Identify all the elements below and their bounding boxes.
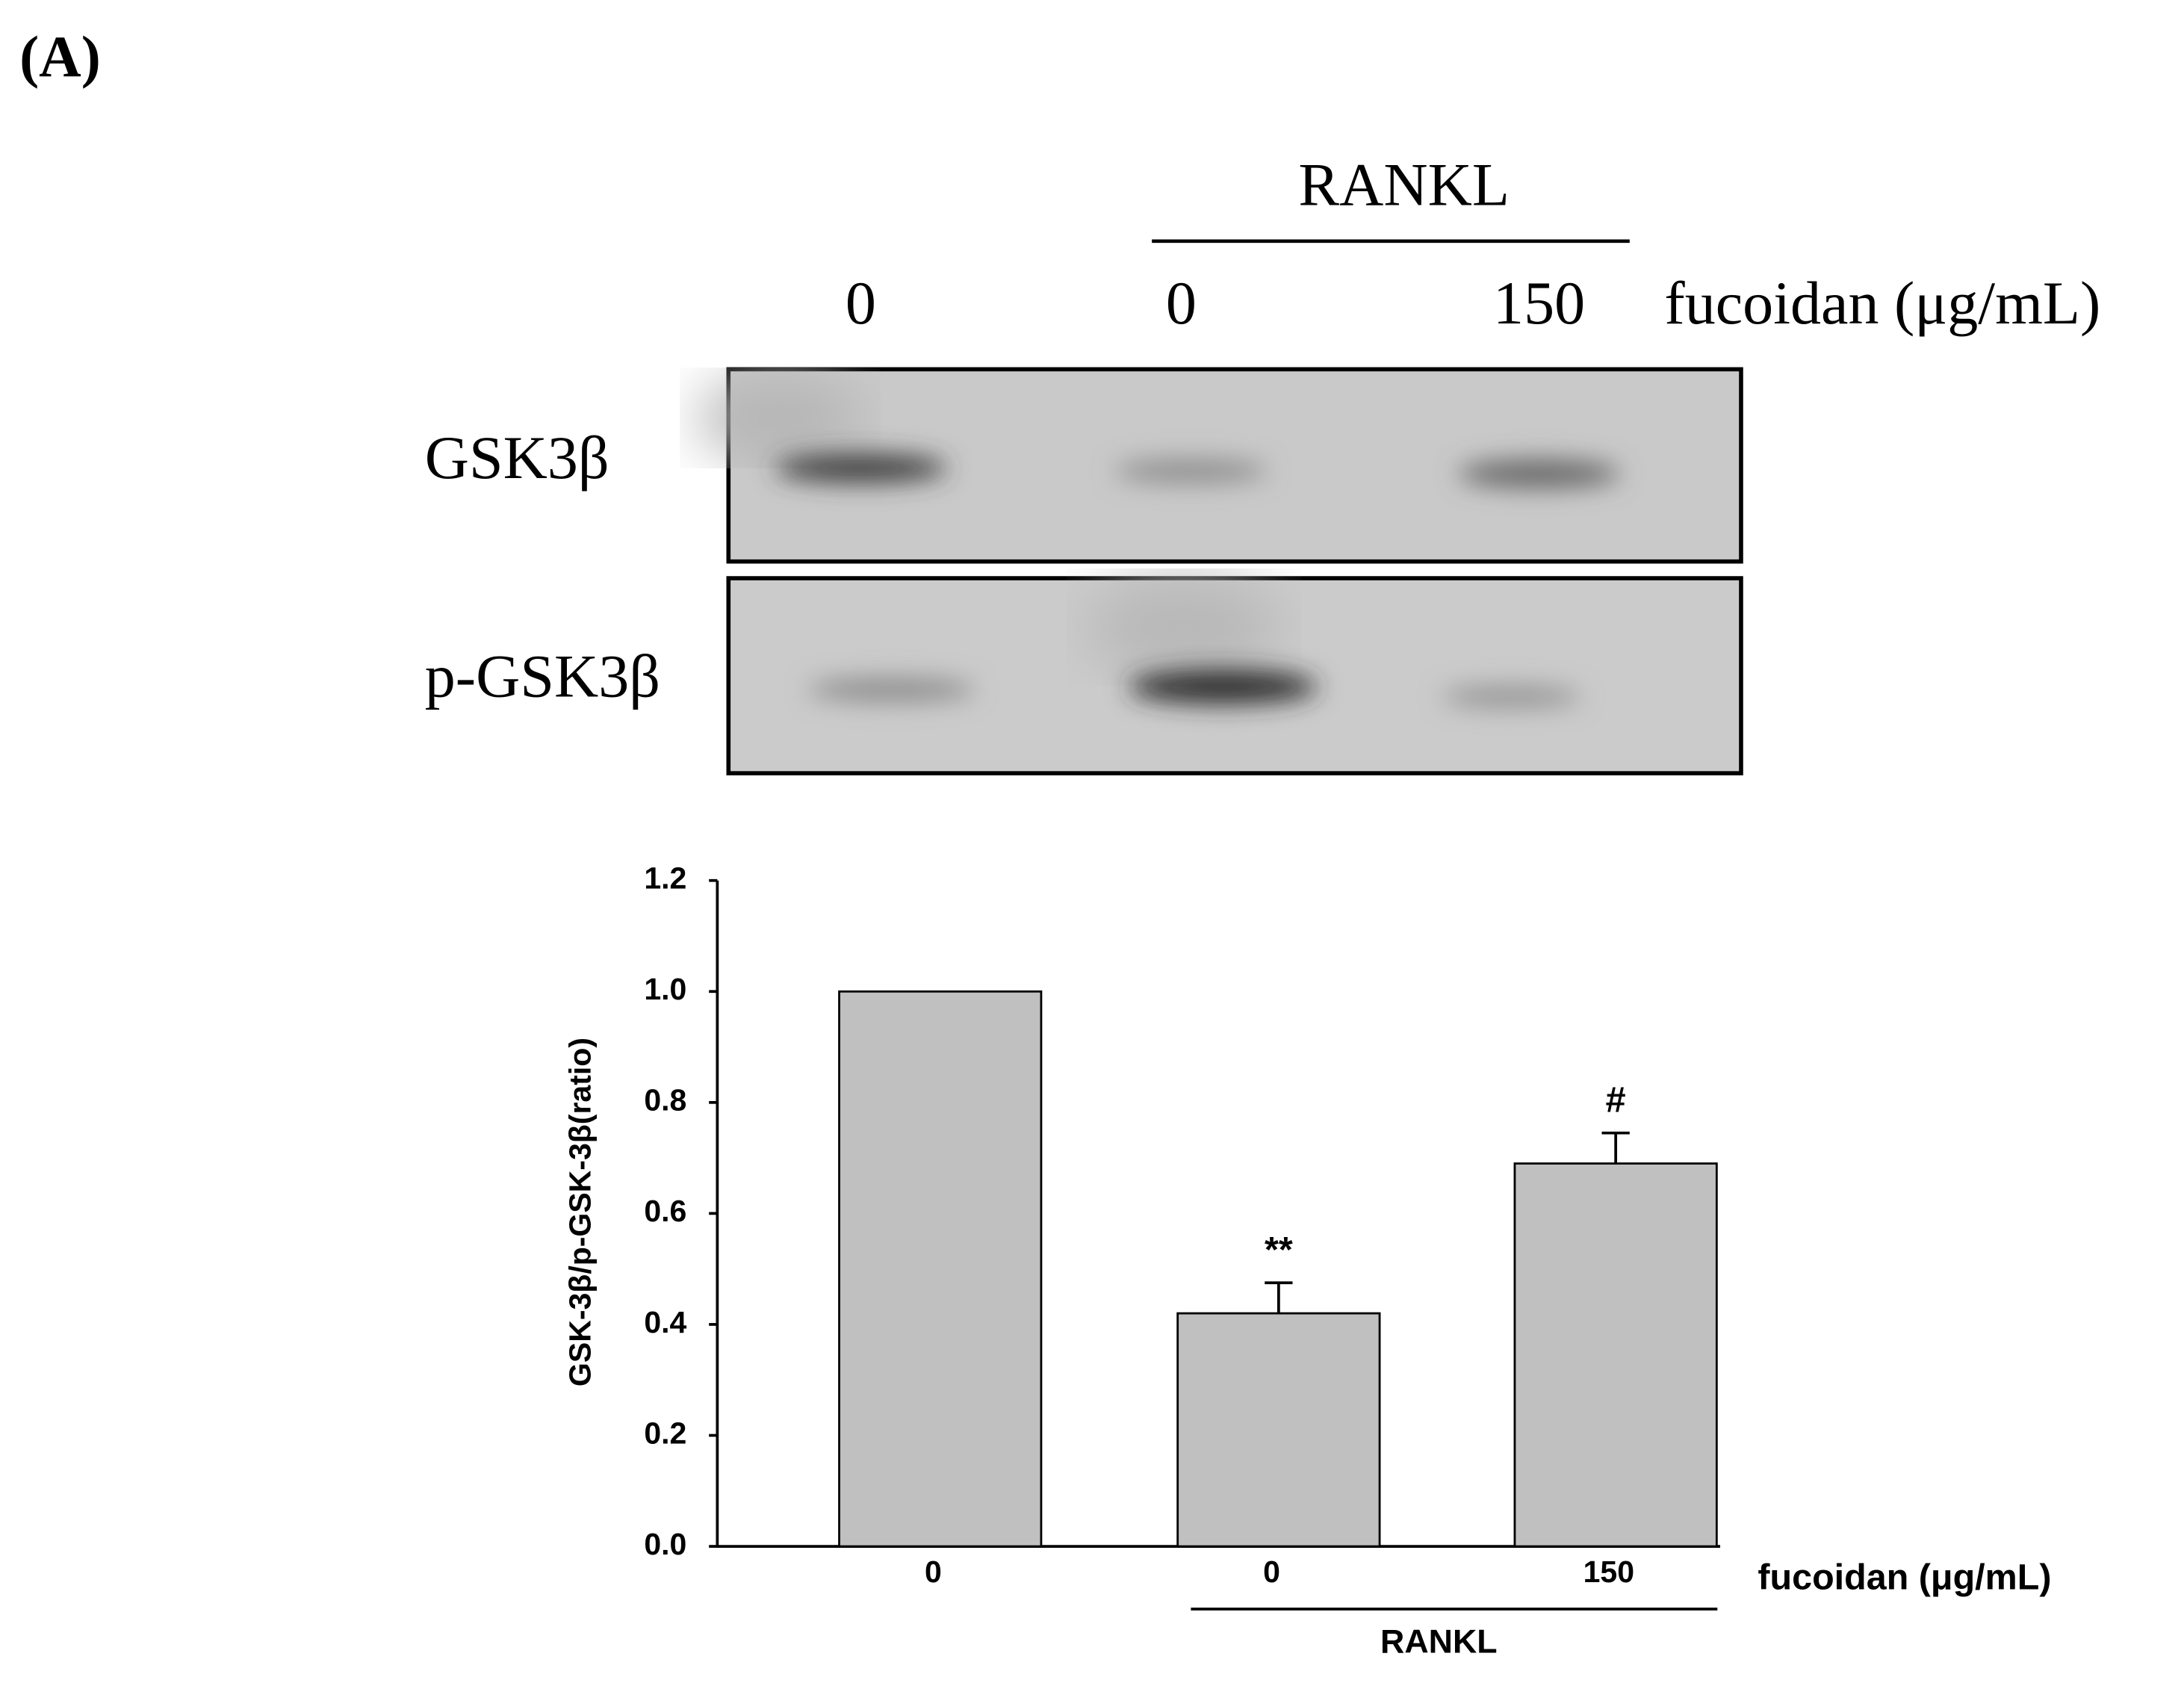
annotation: #: [1606, 1079, 1626, 1120]
y-tick-label: 0.0: [644, 1527, 686, 1561]
annotation: **: [1265, 1230, 1293, 1270]
x-tick-label: 0: [925, 1555, 942, 1589]
treatment-label: fucoidan (μg/mL): [1664, 269, 2100, 337]
y-tick-label: 1.0: [644, 972, 686, 1006]
row-label: p-GSK3β: [425, 642, 660, 710]
blot-group-label: RANKL: [1298, 150, 1510, 218]
y-tick-label: 0.8: [644, 1083, 686, 1118]
blot-panel: [696, 367, 1743, 564]
row-label: GSK3β: [425, 424, 609, 492]
x-tick-label: 0: [1263, 1555, 1280, 1589]
lane-label: 0: [1166, 269, 1197, 337]
bar: [1513, 1162, 1718, 1548]
x-axis-label: fucoidan (μg/mL): [1758, 1558, 2051, 1598]
y-tick-label: 1.2: [644, 861, 686, 896]
y-tick-label: 0.6: [644, 1194, 686, 1228]
y-tick-label: 0.2: [644, 1416, 686, 1450]
x-tick-label: 150: [1583, 1555, 1634, 1589]
error-bar: [1601, 1131, 1630, 1164]
lane-label: 150: [1493, 269, 1585, 337]
y-axis-label: GSK-3β/p-GSK-3β(ratio): [562, 1038, 597, 1386]
blot-panel: [726, 576, 1743, 775]
error-bar: [1265, 1281, 1293, 1314]
lane-label: 0: [846, 269, 876, 337]
group-label: RANKL: [1380, 1622, 1498, 1660]
panel-label: (A): [19, 24, 101, 89]
bar: [838, 990, 1043, 1548]
y-tick-label: 0.4: [644, 1305, 686, 1339]
bar: [1176, 1312, 1381, 1548]
